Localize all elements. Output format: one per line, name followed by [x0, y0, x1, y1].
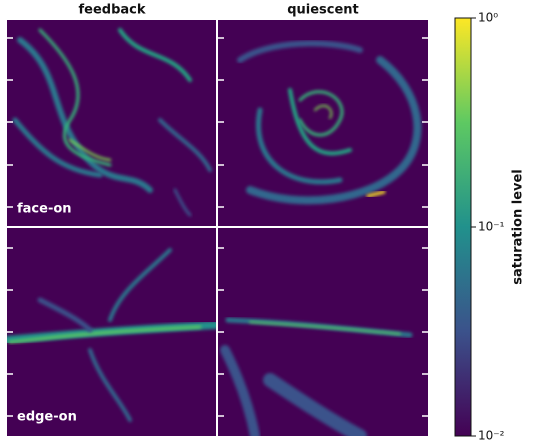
colorbar-tick-label: 10⁻² [478, 429, 505, 442]
quiescent-face-on-map [237, 40, 422, 205]
panels [7, 20, 428, 436]
quiescent-edge-on-map [220, 317, 413, 436]
row-label: face-on [17, 202, 72, 217]
panel-background [218, 20, 428, 226]
panel-dividers [7, 20, 428, 436]
feedback-face-on-map [12, 28, 212, 217]
feedback-edge-on-map [7, 248, 216, 422]
colorbar-tick-label: 10⁰ [478, 11, 498, 25]
colorbar-label: saturation level [511, 169, 526, 285]
panel-background [7, 20, 216, 226]
colorbar-tick-label: 10⁻¹ [478, 220, 505, 234]
column-title: feedback [78, 3, 145, 18]
column-title: quiescent [287, 3, 359, 18]
row-label: edge-on [17, 410, 77, 425]
colorbar [454, 17, 472, 437]
panel-ticks [7, 37, 428, 417]
